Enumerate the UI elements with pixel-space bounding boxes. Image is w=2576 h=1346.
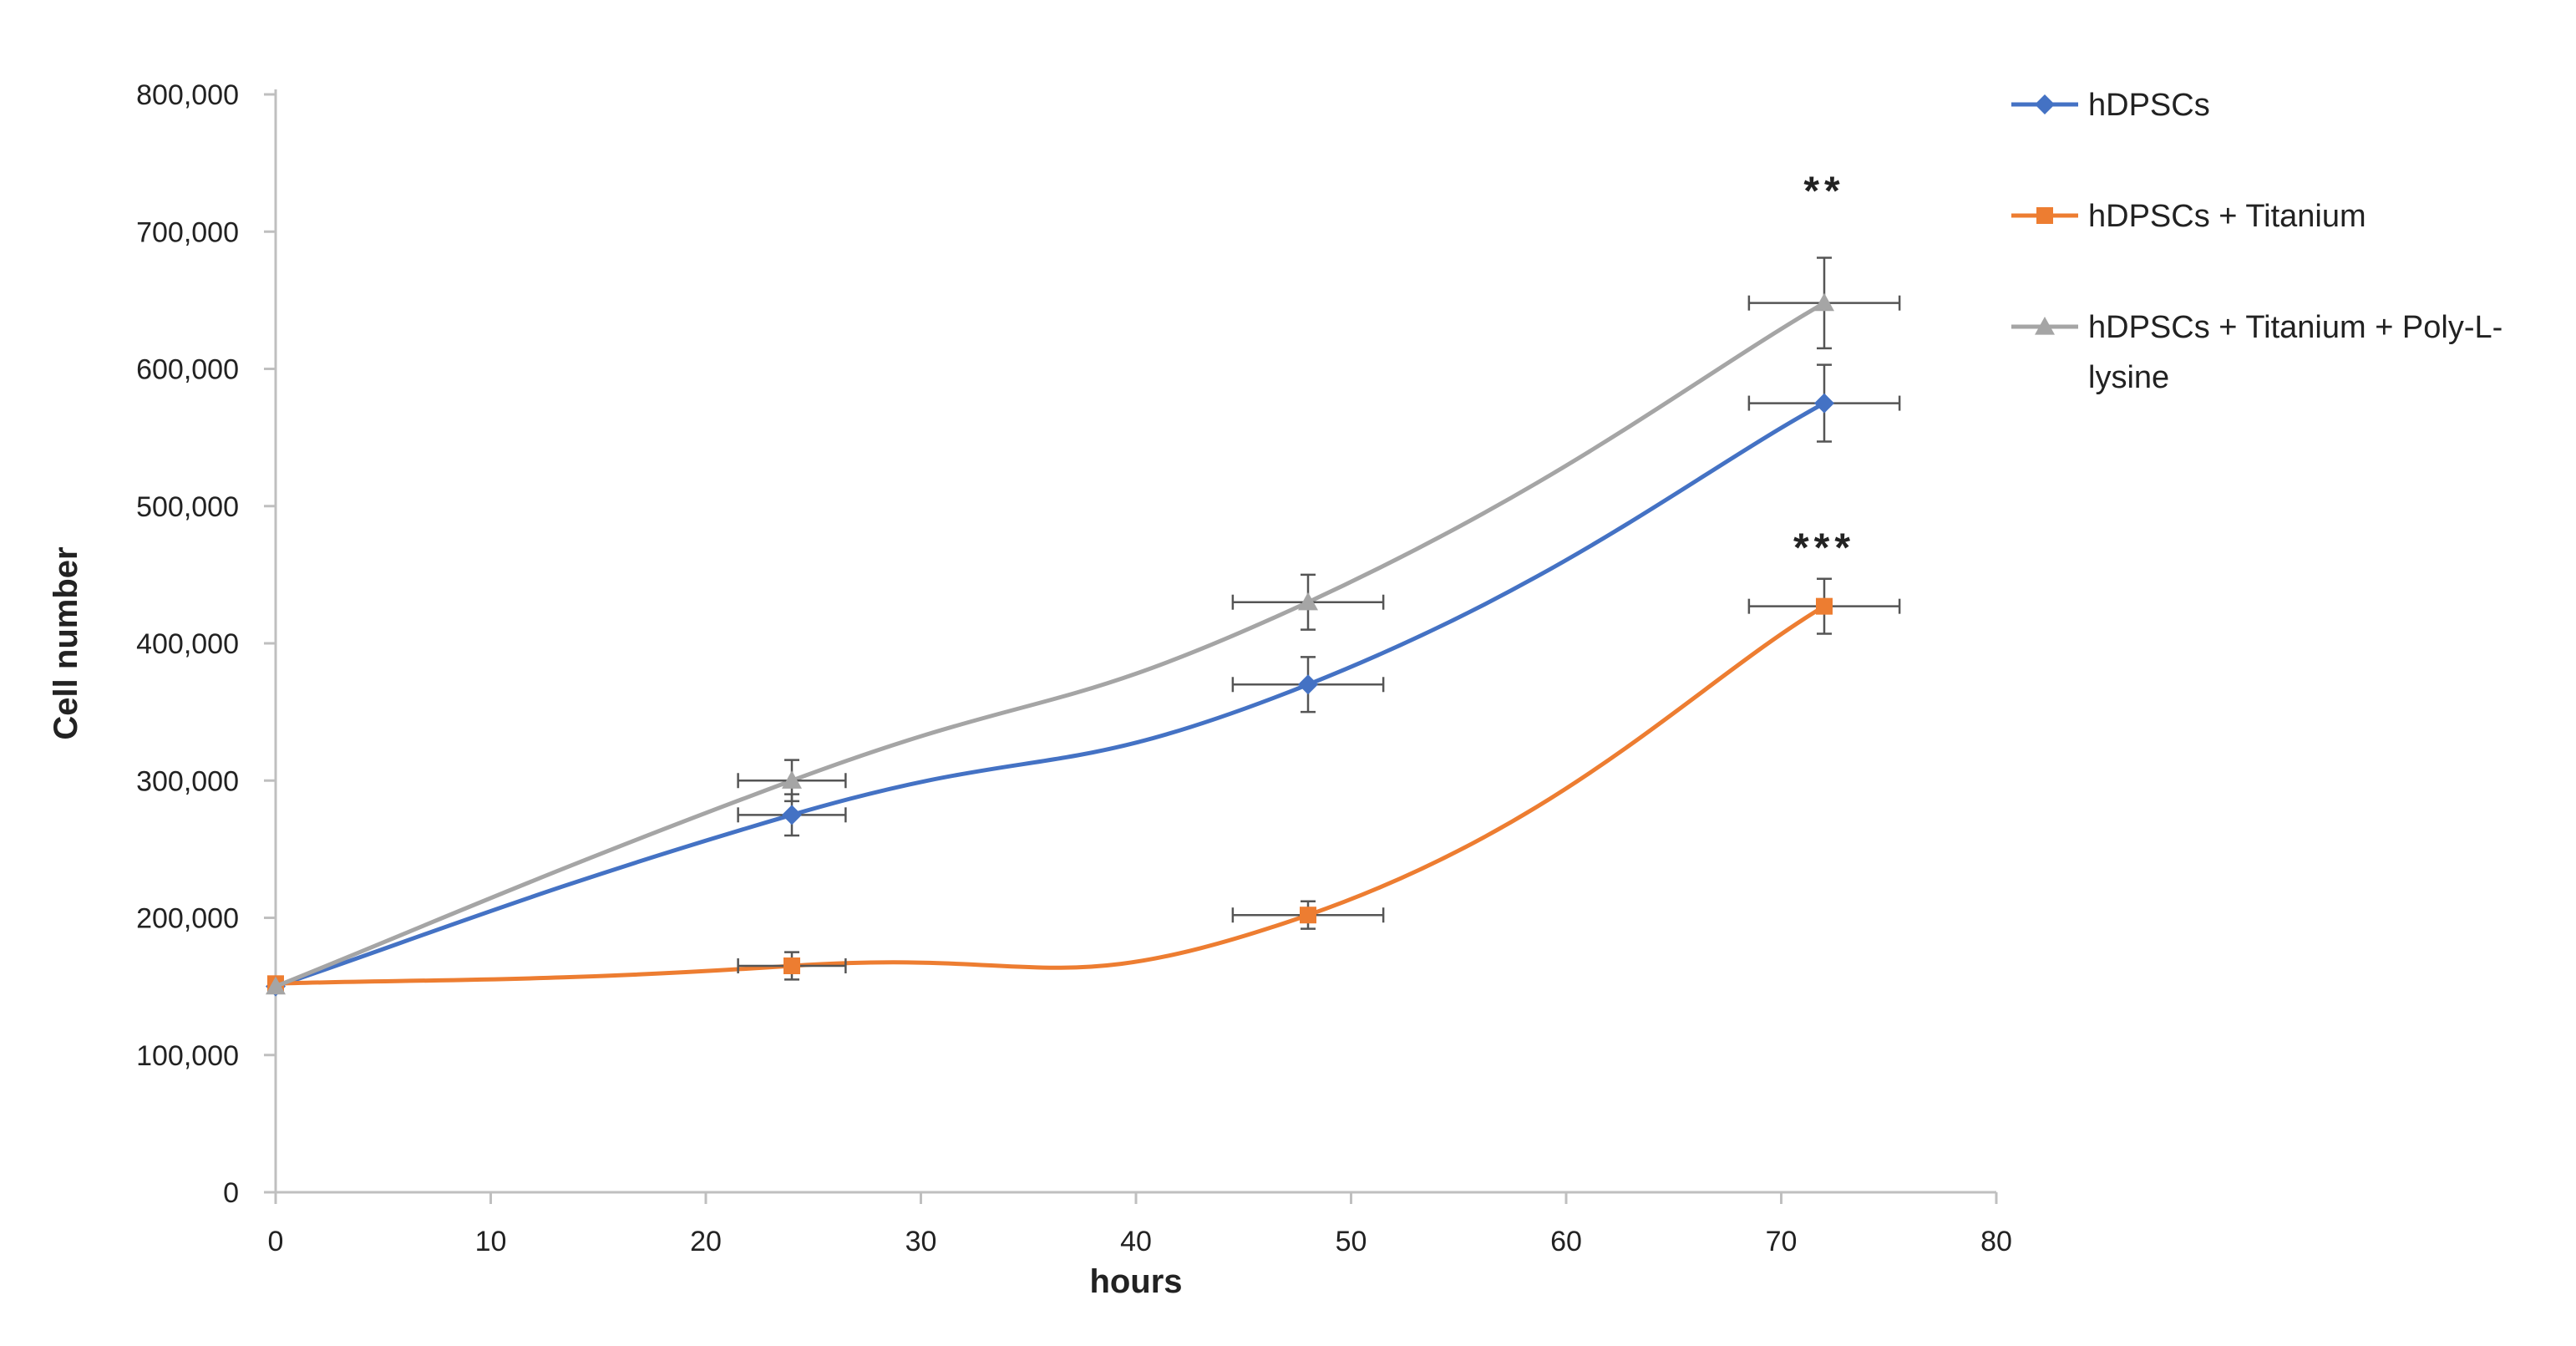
legend-label: hDPSCs + Titanium — [2088, 199, 2366, 234]
y-tick-label: 700,000 — [136, 216, 239, 248]
x-tick-label: 0 — [268, 1226, 284, 1257]
series-line-hdpscs-titanium-poly-l-lysine — [275, 301, 1826, 988]
y-tick-label: 300,000 — [136, 765, 239, 797]
data-point-hdpscs-titanium — [1300, 907, 1316, 924]
y-tick-label: 600,000 — [136, 354, 239, 386]
legend-marker-hdpscs-titanium — [2036, 207, 2053, 224]
series-line-hdpscs-titanium — [275, 604, 1826, 986]
x-tick-label: 60 — [1550, 1226, 1582, 1257]
y-tick-label: 0 — [223, 1177, 239, 1209]
data-point-hdpscs-titanium-poly-l-lysine — [1814, 292, 1834, 312]
annotations: ***** — [1793, 169, 1855, 570]
y-tick-label: 200,000 — [136, 903, 239, 935]
x-tick-label: 20 — [690, 1226, 722, 1257]
y-tick-label: 800,000 — [136, 79, 239, 111]
axes: 0 100,000 200,000 300,000 400,000 500,000 600,… — [48, 79, 2012, 1300]
data-point-hdpscs-titanium-poly-l-lysine — [782, 770, 802, 789]
data-point-hdpscs-titanium — [1816, 597, 1833, 615]
data-point-hdpscs — [1814, 393, 1834, 414]
x-tick-label: 40 — [1120, 1226, 1152, 1257]
significance-annotation: ** — [1803, 169, 1844, 213]
data-point-hdpscs — [782, 805, 802, 825]
legend-label: hDPSCs — [2088, 88, 2210, 123]
legend-label: hDPSCs + Titanium + Poly-L- — [2088, 310, 2502, 345]
x-tick-label: 50 — [1336, 1226, 1367, 1257]
x-tick-label: 30 — [905, 1226, 937, 1257]
data-point-hdpscs-titanium-poly-l-lysine — [1298, 592, 1318, 611]
series-line-hdpscs — [275, 401, 1826, 989]
data-point-hdpscs — [1298, 674, 1318, 695]
x-tick-label: 80 — [1980, 1226, 2012, 1257]
y-tick-label: 500,000 — [136, 491, 239, 523]
x-tick-label: 70 — [1766, 1226, 1798, 1257]
x-tick-label: 10 — [475, 1226, 507, 1257]
legend-marker-hdpscs — [2035, 94, 2055, 114]
y-tick-label: 100,000 — [136, 1040, 239, 1072]
legend-marker-hdpscs-titanium-poly-l-lysine — [2035, 317, 2055, 335]
data-point-hdpscs-titanium-poly-l-lysine — [266, 976, 286, 995]
x-axis-title: hours — [1089, 1263, 1182, 1300]
series-lines — [266, 257, 1901, 997]
legend: hDPSCs hDPSCs + Titanium hDPSCs + Titanium… — [2011, 88, 2502, 395]
y-tick-label: 400,000 — [136, 628, 239, 660]
significance-annotation: *** — [1793, 526, 1855, 570]
y-axis-title: Cell number — [48, 546, 84, 739]
legend-label: lysine — [2088, 360, 2169, 395]
data-point-hdpscs-titanium — [783, 957, 800, 974]
